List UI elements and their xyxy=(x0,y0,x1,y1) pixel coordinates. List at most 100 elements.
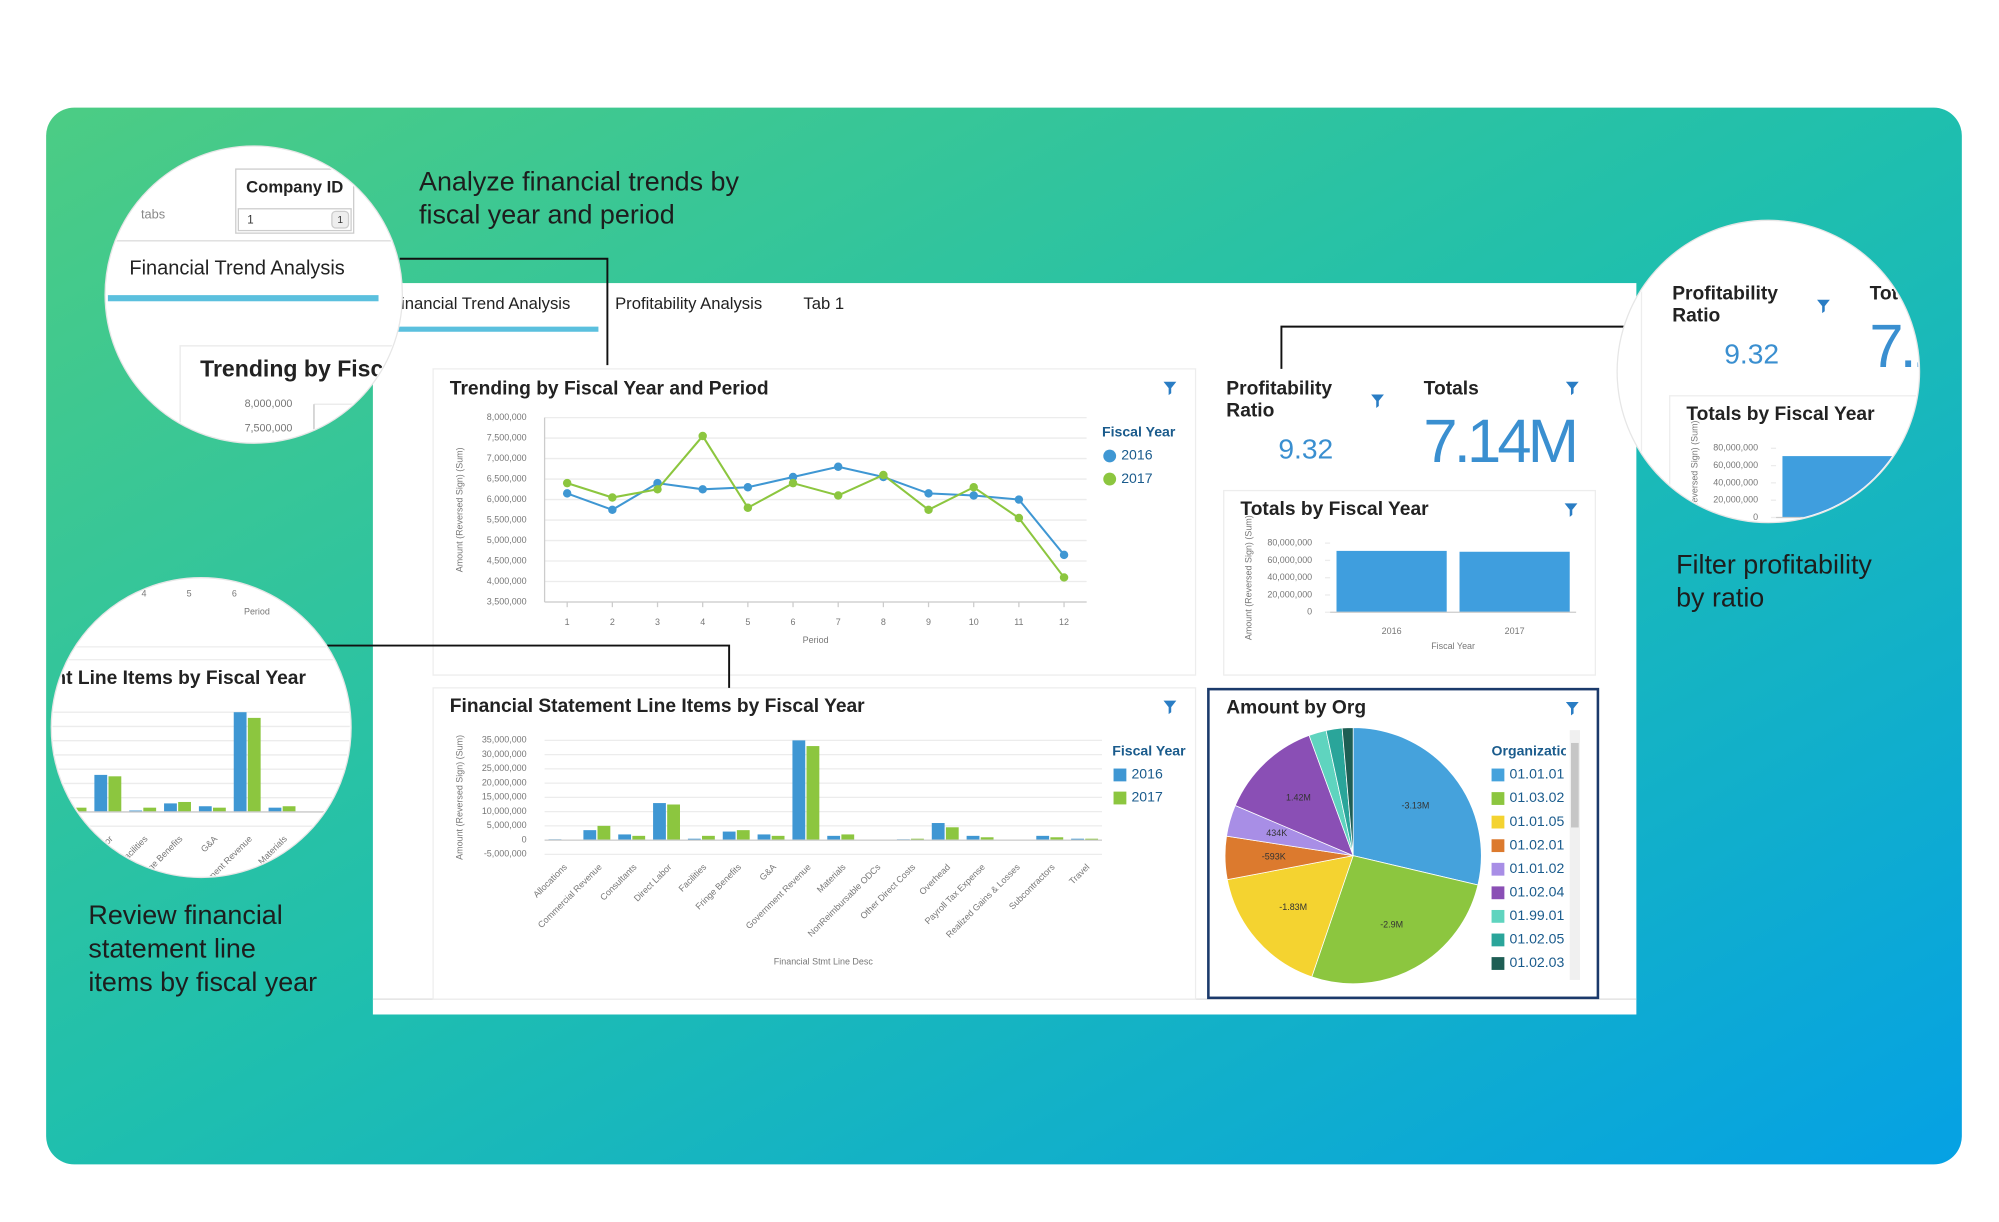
bar xyxy=(757,834,771,841)
y-axis-title: Amount (Reversed Sign) (Sum) xyxy=(1244,515,1254,640)
point xyxy=(969,483,978,492)
legend-label: 01.02.04 xyxy=(1510,884,1565,900)
filter-icon[interactable] xyxy=(1163,700,1177,715)
point xyxy=(698,431,707,441)
y-tick-label: 0 xyxy=(1307,607,1312,617)
point xyxy=(833,462,843,471)
bar xyxy=(164,803,177,812)
point xyxy=(562,478,572,488)
point xyxy=(879,470,888,480)
y-tick-label: 6,000,000 xyxy=(487,494,527,504)
point xyxy=(969,491,978,500)
filter-icon[interactable] xyxy=(1163,381,1177,396)
y-tick-label: -5,000,000 xyxy=(484,849,527,859)
y-tick-label: 10,000,000 xyxy=(482,806,527,816)
bar xyxy=(806,746,820,841)
bar xyxy=(1459,551,1570,613)
bar xyxy=(632,835,646,841)
legend-label: 01.01.01 xyxy=(1955,671,1999,687)
tab[interactable]: Tab 1 xyxy=(803,294,844,313)
y-tick-label: 7,000,000 xyxy=(487,453,527,463)
y-tick-label: 40,000,000 xyxy=(1267,572,1312,582)
bar xyxy=(129,810,143,812)
filter-icon[interactable] xyxy=(1565,381,1579,396)
y-tick-label: 25,000,000 xyxy=(482,763,527,773)
legend-swatch xyxy=(1491,839,1505,853)
tab[interactable]: Financial Trend Analysis xyxy=(0,266,12,285)
tab[interactable]: Financial Trend Analysis xyxy=(391,294,570,313)
legend-swatch xyxy=(1103,472,1117,486)
legend-label: 01.01.01 xyxy=(1510,766,1565,782)
legend-swatch xyxy=(1491,933,1505,947)
filter-icon[interactable] xyxy=(1565,701,1579,716)
filter-value: 1 xyxy=(247,214,253,226)
bar xyxy=(841,834,855,841)
x-tick-label: 1 xyxy=(6,589,11,599)
legend-label: 01.01.05 xyxy=(1510,813,1565,829)
bar xyxy=(980,837,994,841)
chart-title: Trending by Fiscal Year and Period xyxy=(450,378,769,399)
y-tick-label: 60,000,000 xyxy=(1267,555,1312,565)
x-tick-label: 4 xyxy=(700,617,705,627)
filter-icon[interactable] xyxy=(1371,394,1384,408)
bar xyxy=(653,803,666,841)
y-tick-label: 40,000,000 xyxy=(1713,477,1758,487)
x-tick-label: 5 xyxy=(187,589,192,599)
bar xyxy=(667,804,680,841)
y-tick-label: 20,000,000 xyxy=(1267,589,1312,599)
chart-title: Totals by Fiscal Year xyxy=(1686,404,1875,425)
kpi-value: 7.14M xyxy=(1423,407,1575,476)
legend-label: 01.02.01 xyxy=(1510,836,1565,852)
pie-slice xyxy=(1311,855,1479,985)
scrollbar[interactable] xyxy=(1569,730,1580,980)
legend-label: 01.99.01 xyxy=(1510,907,1565,923)
bar xyxy=(268,807,282,812)
callouts: Analyze financial trends by fiscal year … xyxy=(88,166,1872,997)
filter-input[interactable] xyxy=(237,208,352,232)
active-tab-indicator xyxy=(107,295,379,302)
bar xyxy=(687,838,701,841)
scroll-thumb[interactable] xyxy=(1571,742,1579,828)
tab[interactable]: Financial Trend Analysis xyxy=(129,257,344,279)
filter-icon[interactable] xyxy=(1564,503,1578,517)
x-tick-label: 12 xyxy=(1059,617,1069,627)
legend-swatch xyxy=(1113,791,1127,805)
bar xyxy=(1336,550,1447,613)
bar xyxy=(618,834,632,841)
bar xyxy=(108,776,122,812)
filter-spinner[interactable] xyxy=(331,210,350,229)
bar xyxy=(966,835,980,841)
y-tick-label: 4,000,000 xyxy=(487,576,527,586)
chart-title: Financial Statement Line Items by Fiscal… xyxy=(450,696,865,717)
legend-label: 01.02.03 xyxy=(1510,954,1565,970)
legend-title: Organization xyxy=(1492,743,1578,759)
bar xyxy=(212,807,226,812)
slice-label: -593K xyxy=(1262,851,1286,861)
bar xyxy=(0,811,3,812)
filter-icon[interactable] xyxy=(1817,299,1830,314)
x-axis-title: Financial Stmt Line Desc xyxy=(774,956,874,966)
point xyxy=(608,493,617,502)
legend-swatch xyxy=(1491,768,1505,782)
pie-slice xyxy=(1234,734,1354,857)
bar xyxy=(945,827,959,841)
kpi-title: Totals xyxy=(1423,377,1479,400)
bar xyxy=(1036,835,1050,841)
point xyxy=(1014,513,1024,523)
bar xyxy=(73,807,87,812)
bar xyxy=(1050,837,1064,841)
filter-spinner-value: 1 xyxy=(337,215,343,226)
x-tick-label: 1 xyxy=(565,617,570,627)
bar xyxy=(583,830,597,841)
bar xyxy=(198,806,212,812)
bar xyxy=(1085,838,1099,841)
x-tick-label: Allocations xyxy=(0,833,11,871)
connectors xyxy=(326,257,1628,688)
tab[interactable]: Profitability Analysis xyxy=(615,294,762,313)
slice-label: -1.83M xyxy=(1279,902,1307,912)
legend-label: 01.02.04 xyxy=(1955,789,1999,805)
y-tick-label: 8,000,000 xyxy=(487,412,527,422)
y-tick-label: 7,500,000 xyxy=(245,423,293,435)
legend-label: 01.02.05 xyxy=(1510,931,1565,947)
legend-swatch xyxy=(1103,449,1117,463)
